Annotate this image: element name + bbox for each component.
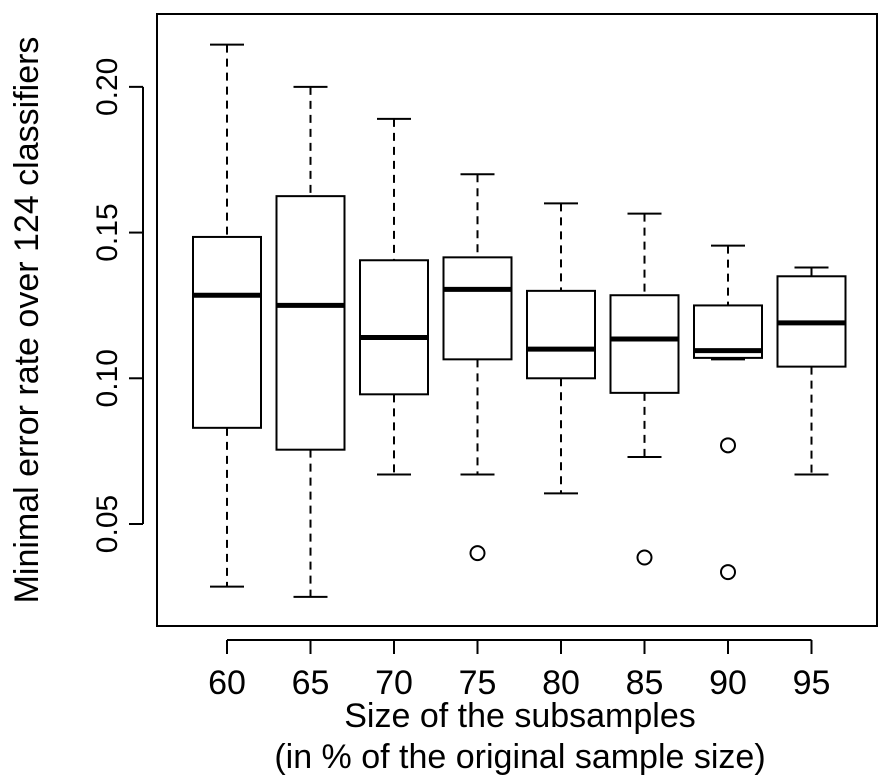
boxes-group (192, 43, 847, 598)
box-60 (192, 43, 262, 588)
y-tick-label: 0.20 (91, 58, 124, 116)
iqr-box (359, 259, 429, 396)
box-80 (526, 202, 596, 495)
x-tick-label: 75 (459, 664, 497, 702)
outlier-point (636, 549, 653, 566)
iqr-box (442, 256, 513, 361)
iqr-box (192, 235, 262, 429)
x-tick-label: 60 (208, 664, 246, 702)
y-axis-label: Minimal error rate over 124 classifiers (8, 37, 46, 604)
iqr-box (526, 289, 596, 380)
y-tick-label: 0.05 (91, 495, 124, 553)
outlier-point (720, 564, 736, 581)
box-85 (609, 212, 680, 566)
box-75 (442, 173, 513, 562)
outlier-point (720, 437, 736, 454)
x-tick-label: 80 (542, 664, 580, 702)
iqr-box (609, 294, 680, 394)
x-tick-label: 70 (375, 664, 413, 702)
x-axis-label-line1: Size of the subsamples (344, 697, 696, 735)
x-axis: 60 65 70 75 80 85 90 95 (208, 639, 831, 702)
box-95 (776, 266, 847, 476)
x-tick-label: 85 (626, 664, 664, 702)
box-65 (275, 85, 346, 598)
y-tick-label: 0.15 (91, 203, 124, 261)
x-tick-label: 95 (793, 664, 831, 702)
outlier-point (469, 545, 486, 562)
x-tick-label: 65 (292, 664, 330, 702)
plot-frame (156, 13, 878, 627)
box-90 (693, 244, 763, 581)
x-axis-label-line2: (in % of the original sample size) (274, 738, 765, 776)
y-axis: 0.05 0.10 0.15 0.20 (91, 58, 144, 553)
iqr-box (275, 195, 346, 451)
y-tick-label: 0.10 (91, 349, 124, 407)
x-tick-label: 90 (709, 664, 747, 702)
box-70 (359, 117, 429, 476)
